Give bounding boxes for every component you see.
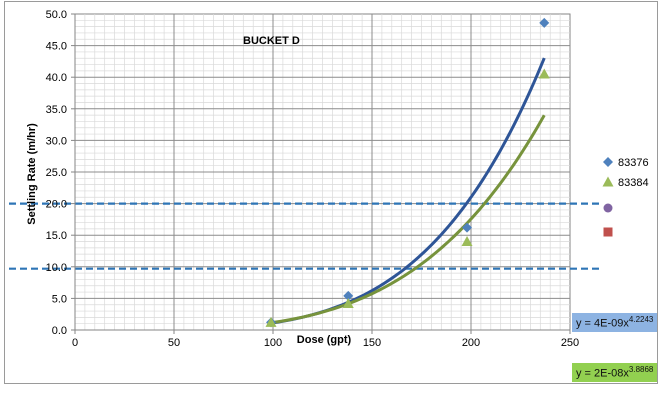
y-tick-label: 10.0 — [46, 262, 67, 274]
x-tick-label: 200 — [462, 337, 480, 349]
grid — [74, 13, 571, 331]
legend-marker-extra-1 — [603, 203, 613, 213]
settling-rate-chart: 0 50 100 150 200 250 0.0 5.0 10.0 15.0 20.0 25.0 30.… — [9, 9, 649, 349]
y-tick-label: 35.0 — [46, 104, 67, 116]
axes: 0 50 100 150 200 250 0.0 5.0 10.0 15.0 20.0 25.0 30.… — [46, 9, 580, 349]
x-axis-title: Dose (gpt) — [297, 334, 352, 346]
y-tick-label: 30.0 — [46, 135, 67, 147]
data-point-83376 — [539, 17, 550, 28]
trendlines — [270, 57, 546, 325]
chart-frame: 0 50 100 150 200 250 0.0 5.0 10.0 15.0 20.0 25.0 30.… — [4, 1, 658, 384]
legend-label-83376: 83376 — [618, 157, 649, 169]
trendline-equation-1-text: y = 4E-09x — [576, 317, 629, 330]
trendline-2 — [270, 114, 546, 325]
trendline-equation-2-text: y = 2E-08x — [576, 367, 629, 380]
y-tick-label: 25.0 — [46, 167, 67, 179]
x-tick-label: 150 — [363, 337, 381, 349]
data-point-83384 — [342, 297, 354, 308]
y-tick-label: 20.0 — [46, 199, 67, 211]
y-tick-label: 45.0 — [46, 41, 67, 53]
x-tick-label: 100 — [264, 337, 282, 349]
x-tick-label: 0 — [72, 337, 78, 349]
trendline-equation-1-exponent: 4.2243 — [628, 315, 654, 324]
data-point-83384 — [265, 316, 277, 327]
data-point-83376 — [462, 222, 473, 233]
data-point-83384 — [538, 68, 550, 79]
data-point-83376 — [343, 290, 354, 301]
y-tick-label: 50.0 — [46, 9, 67, 21]
trendline-equation-2: y = 2E-08x3.8868 — [572, 363, 658, 382]
y-tick-label: 5.0 — [52, 293, 67, 305]
data-point-83384 — [461, 236, 473, 247]
legend-label-83384: 83384 — [618, 177, 649, 189]
x-tick-label: 50 — [168, 337, 180, 349]
x-tick-label: 250 — [561, 337, 579, 349]
legend: 83376 83384 — [602, 157, 649, 237]
legend-marker-83376 — [603, 157, 613, 167]
legend-marker-extra-2 — [603, 227, 613, 237]
y-tick-label: 0.0 — [52, 325, 67, 337]
trendline-equation-1: y = 4E-09x4.2243 — [572, 313, 658, 332]
y-tick-label: 40.0 — [46, 72, 67, 84]
y-tick-label: 15.0 — [46, 230, 67, 242]
y-axis-title: Settling Rate (m/hr) — [26, 123, 38, 225]
legend-marker-83384 — [602, 176, 614, 187]
chart-title: BUCKET D — [243, 35, 300, 47]
data-points — [265, 17, 550, 328]
trendline-equation-2-exponent: 3.8868 — [628, 365, 654, 374]
